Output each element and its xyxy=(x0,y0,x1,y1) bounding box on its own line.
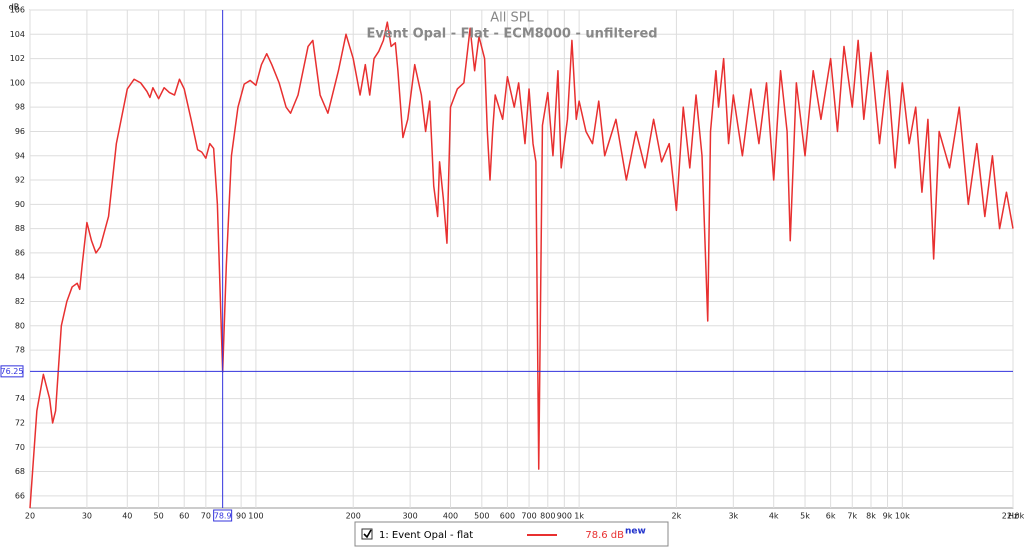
y-tick-label: 100 xyxy=(10,78,25,87)
chart-subtitle: Event Opal - Flat - ECM8000 - unfiltered xyxy=(366,27,657,42)
y-tick-label: 74 xyxy=(15,394,25,403)
y-tick-label: 106 xyxy=(10,6,25,15)
x-tick-label: 9k xyxy=(883,512,893,521)
y-unit: dB xyxy=(9,3,20,12)
x-tick-label: 70 xyxy=(201,512,211,521)
chart-title: All SPL xyxy=(490,11,534,26)
x-tick-label: 300 xyxy=(402,512,417,521)
x-tick-label: 700 xyxy=(521,512,536,521)
legend-label[interactable]: 1: Event Opal - flat xyxy=(379,530,473,541)
legend-checkbox[interactable] xyxy=(361,528,373,540)
y-tick-label: 96 xyxy=(15,127,25,136)
x-tick-label: 400 xyxy=(443,512,458,521)
x-tick-label: 8k xyxy=(866,512,876,521)
x-tick-label: 1k xyxy=(574,512,584,521)
y-tick-label: 104 xyxy=(10,30,25,39)
x-tick-label: 7k xyxy=(847,512,857,521)
legend-readout: 78.6 dB xyxy=(585,530,624,541)
x-tick-label: 100 xyxy=(248,512,263,521)
x-tick-label: 10k xyxy=(895,512,910,521)
x-tick-label: 22.0k xyxy=(1002,512,1024,521)
x-tick-label: 2k xyxy=(672,512,682,521)
x-tick-label: 60 xyxy=(179,512,189,521)
check-mark xyxy=(363,529,372,539)
y-tick-label: 88 xyxy=(15,224,25,233)
x-tick-label: 20 xyxy=(25,512,35,521)
x-tick-label: 500 xyxy=(474,512,489,521)
cursor-y-label: 76.25 xyxy=(1,367,24,376)
x-tick-label: 5k xyxy=(800,512,810,521)
y-tick-label: 98 xyxy=(15,103,25,112)
x-tick-label: 3k xyxy=(728,512,738,521)
x-tick-label: 30 xyxy=(82,512,92,521)
series-line xyxy=(29,21,1014,509)
cursor-x-label: 78.9 xyxy=(214,512,232,521)
legend: 1: Event Opal - flat 78.6 dB new xyxy=(354,521,669,547)
y-tick-label: 92 xyxy=(15,176,25,185)
legend-box xyxy=(354,521,669,547)
x-tick-label: 200 xyxy=(346,512,361,521)
y-tick-label: 94 xyxy=(15,151,25,160)
x-tick-label: 40 xyxy=(122,512,132,521)
cursor-x-box xyxy=(213,509,233,522)
y-tick-label: 84 xyxy=(15,273,25,282)
y-tick-label: 80 xyxy=(15,321,25,330)
x-tick-label: 6k xyxy=(826,512,836,521)
y-tick-label: 86 xyxy=(15,248,25,257)
y-tick-label: 70 xyxy=(15,443,25,452)
x-unit: Hz xyxy=(1008,512,1018,521)
cursor-y-box xyxy=(0,365,24,378)
y-tick-label: 68 xyxy=(15,467,25,476)
legend-badge: new xyxy=(625,527,646,537)
y-tick-label: 102 xyxy=(10,54,25,63)
x-tick-label: 90 xyxy=(236,512,246,521)
y-tick-label: 82 xyxy=(15,297,25,306)
x-tick-label: 600 xyxy=(500,512,515,521)
x-tick-label: 50 xyxy=(154,512,164,521)
y-tick-label: 90 xyxy=(15,200,25,209)
y-tick-label: 66 xyxy=(15,491,25,500)
x-tick-label: 800 xyxy=(540,512,555,521)
plot-area xyxy=(29,9,1014,509)
y-tick-label: 72 xyxy=(15,418,25,427)
y-tick-label: 78 xyxy=(15,346,25,355)
x-tick-label: 900 xyxy=(557,512,572,521)
x-tick-label: 4k xyxy=(769,512,779,521)
